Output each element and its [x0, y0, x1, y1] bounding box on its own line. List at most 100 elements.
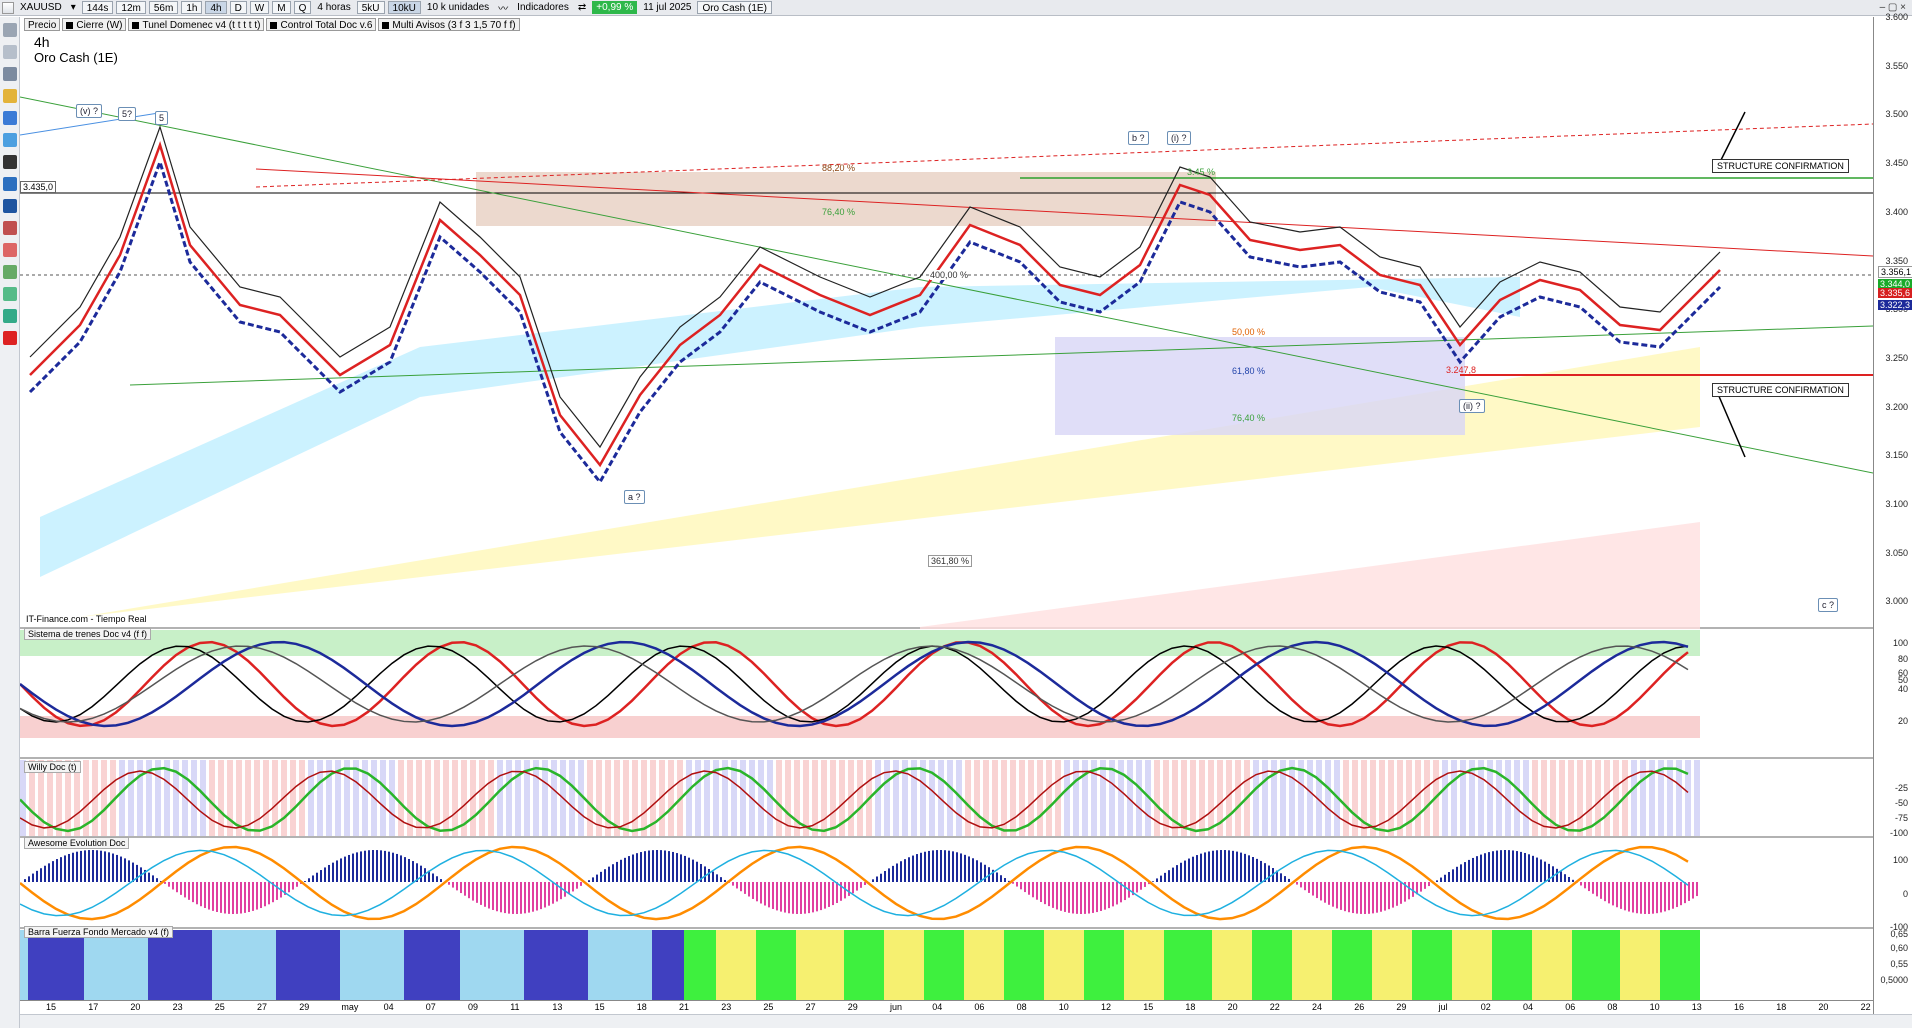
panel-awesome-title[interactable]: Awesome Evolution Doc	[24, 837, 130, 849]
willy-bar	[1694, 760, 1700, 836]
tf-q[interactable]: Q	[293, 1, 312, 14]
willy-bar	[137, 760, 143, 836]
crosshair-icon[interactable]	[3, 45, 17, 59]
legend-multi[interactable]: Multi Avisos (3 f 3 1,5 70 f f)	[378, 18, 520, 31]
wave-tag[interactable]: 5	[155, 111, 169, 125]
panel-barra-title[interactable]: Barra Fuerza Fondo Mercado v4 (f)	[24, 926, 174, 938]
tf-4h[interactable]: 4h	[205, 1, 227, 14]
chart-area[interactable]	[19, 17, 1874, 1017]
legend-cierre[interactable]: Cierre (W)	[62, 18, 127, 31]
willy-bar	[650, 760, 656, 836]
panel-tick: 20	[1897, 716, 1908, 726]
time-axis[interactable]: 15 17 20 23 25 27 29 may 04 07 09 11 13 15 18 21 23 25 27 2…	[20, 1000, 1873, 1014]
legend-precio[interactable]: Precio	[24, 18, 61, 31]
text-tool-icon[interactable]	[3, 177, 17, 191]
force-bar	[1108, 930, 1116, 1016]
awesome-bar	[808, 882, 810, 914]
force-bar	[380, 930, 388, 1016]
willy-bar	[713, 760, 719, 836]
tf-d[interactable]: D	[229, 1, 247, 14]
wave-tag[interactable]: b ?	[1128, 131, 1149, 145]
willy-bar	[1424, 760, 1430, 836]
units-5k[interactable]: 5kU	[356, 1, 385, 14]
awesome-bar	[1392, 882, 1394, 908]
channel-tool-icon[interactable]	[3, 133, 17, 147]
awesome-bar	[1472, 857, 1474, 882]
awesome-bar	[1456, 866, 1458, 882]
window-controls[interactable]: – ▢ ×	[1879, 2, 1906, 13]
label-tool-icon[interactable]	[3, 199, 17, 213]
wave-tag[interactable]: c ?	[1818, 598, 1839, 612]
tf-56m[interactable]: 56m	[148, 1, 179, 14]
ellipse-tool-icon[interactable]	[3, 265, 17, 279]
force-bar	[540, 930, 548, 1016]
fib-tool-icon[interactable]	[3, 221, 17, 235]
wave-tag[interactable]: (v) ?	[76, 104, 102, 118]
tf-12m[interactable]: 12m	[116, 1, 146, 14]
awesome-bar	[716, 874, 718, 882]
tf-144s[interactable]: 144s	[81, 1, 114, 14]
legend-control[interactable]: Control Total Doc v.6	[266, 18, 377, 31]
awesome-bar	[112, 853, 114, 882]
chevron-down-icon[interactable]: ▾	[70, 2, 76, 13]
wave-tag[interactable]: (i) ?	[1167, 131, 1191, 145]
willy-bar	[1226, 760, 1232, 836]
force-bar	[1180, 930, 1188, 1016]
willy-bar	[1667, 760, 1673, 836]
drawing-toolbar	[0, 17, 20, 1028]
awesome-bar	[512, 882, 514, 914]
indicators-icon[interactable]: 〰	[498, 4, 509, 15]
awesome-bar	[1080, 882, 1082, 914]
willy-bar	[362, 760, 368, 836]
awesome-bar	[1676, 882, 1678, 908]
symbol-selector[interactable]: XAUUSD	[20, 2, 62, 13]
pattern-tool-icon[interactable]	[3, 309, 17, 323]
line-tool-icon[interactable]	[3, 111, 17, 125]
indicators-button[interactable]: Indicadores	[517, 2, 569, 13]
delete-icon[interactable]	[3, 331, 17, 345]
legend-tunel[interactable]: Tunel Domenec v4 (t t t t t)	[128, 18, 265, 31]
wave-tag[interactable]: a ?	[624, 490, 645, 504]
wave-tag[interactable]: 5?	[118, 107, 137, 121]
tf-w[interactable]: W	[249, 1, 270, 14]
awesome-bar	[540, 882, 542, 910]
rect-tool-icon[interactable]	[3, 243, 17, 257]
force-bar	[772, 930, 780, 1016]
awesome-bar	[1148, 882, 1150, 885]
chart-canvas[interactable]	[19, 17, 1874, 1017]
arrow-tool-icon[interactable]	[3, 155, 17, 169]
pointer-icon[interactable]	[3, 23, 17, 37]
units-10k[interactable]: 10kU	[387, 1, 421, 14]
tf-1h[interactable]: 1h	[181, 1, 203, 14]
panel-willy-title[interactable]: Willy Doc (t)	[24, 761, 81, 773]
awesome-bar	[1048, 882, 1050, 907]
wave-tag[interactable]: (ii) ?	[1459, 399, 1485, 413]
awesome-bar	[1408, 882, 1410, 900]
force-bar	[452, 930, 460, 1016]
panel-trenes-title[interactable]: Sistema de trenes Doc v4 (f f)	[24, 628, 152, 640]
willy-bar	[893, 760, 899, 836]
period-select[interactable]: 4 horas	[317, 2, 351, 13]
zoom-icon[interactable]	[3, 67, 17, 81]
units-select[interactable]: 10 k unidades	[426, 2, 490, 13]
oscillator-line	[19, 766, 1689, 833]
awesome-bar	[36, 870, 38, 882]
force-bar	[1004, 930, 1012, 1016]
wave-tool-icon[interactable]	[3, 287, 17, 301]
bottom-scroll-bar[interactable]	[20, 1014, 1912, 1028]
symbol-icon[interactable]	[2, 1, 14, 14]
willy-bar	[1487, 760, 1493, 836]
alert-icon[interactable]	[3, 89, 17, 103]
willy-bar	[506, 760, 512, 836]
awesome-bar	[636, 853, 638, 882]
compare-icon[interactable]: ⇄	[577, 2, 587, 13]
awesome-bar	[1228, 850, 1230, 882]
awesome-bar	[1156, 878, 1158, 882]
structure-label-up[interactable]: STRUCTURE CONFIRMATION	[1712, 159, 1849, 173]
willy-bar	[272, 760, 278, 836]
structure-label-down[interactable]: STRUCTURE CONFIRMATION	[1712, 383, 1849, 397]
awesome-bar	[1264, 863, 1266, 882]
tf-m[interactable]: M	[272, 1, 291, 14]
willy-bar	[596, 760, 602, 836]
price-axis[interactable]: 3.6003.5503.5003.4503.4003.3503.3003.250…	[1873, 12, 1912, 1017]
